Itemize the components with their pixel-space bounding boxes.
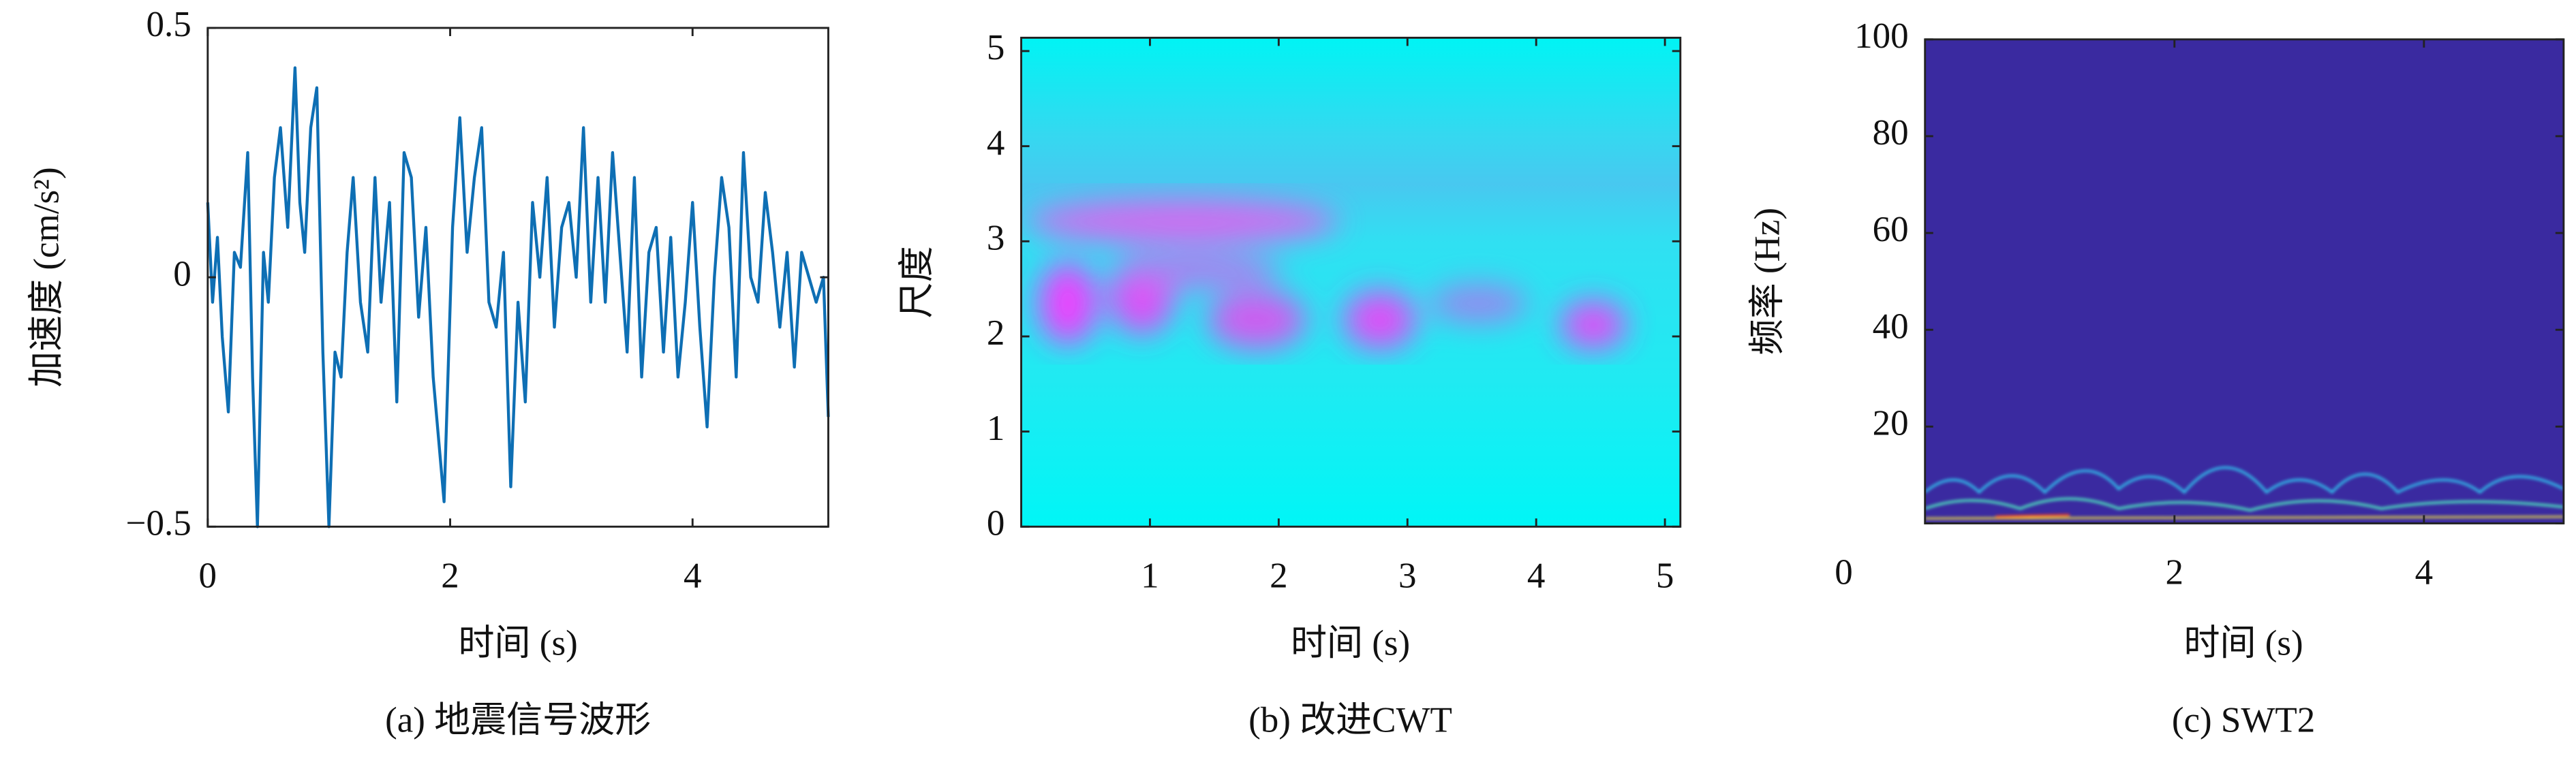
x-tick-label: 2 (441, 556, 459, 596)
caption: (c) SWT2 (2172, 701, 2315, 740)
y-axis-label: 加速度 (cm/s²) (27, 167, 67, 388)
plot-frame (206, 27, 829, 528)
caption: (a) 地震信号波形 (385, 701, 651, 740)
y-tick-label: 0 (1835, 553, 1853, 593)
y-tick-label: 1 (987, 409, 1005, 448)
y-tick-label: 2 (987, 313, 1005, 353)
x-tick-label: 0 (199, 556, 217, 596)
x-tick-label: 2 (2166, 553, 2184, 593)
y-tick-label: 40 (1873, 306, 1909, 346)
waveform (206, 66, 830, 528)
y-tick-label: 0 (987, 503, 1005, 543)
y-tick-label: 0.5 (146, 5, 191, 44)
y-tick-label: 0 (173, 254, 191, 294)
y-tick-label: 5 (987, 28, 1005, 67)
plot-frame (1924, 38, 2565, 524)
x-axis-label: 时间 (s) (459, 623, 578, 663)
y-tick-label: 4 (987, 123, 1005, 163)
swt-image (1925, 39, 2564, 524)
x-tick-label: 3 (1398, 556, 1417, 596)
x-tick-label: 4 (2415, 553, 2434, 593)
x-tick-label: 5 (1656, 556, 1674, 596)
y-axis-label: 尺度 (898, 246, 937, 318)
y-tick-label: 80 (1873, 113, 1909, 153)
x-tick-label: 1 (1141, 556, 1159, 596)
plot-frame (1020, 36, 1682, 528)
x-axis-label: 时间 (s) (1291, 623, 1410, 663)
y-tick-label: 60 (1873, 210, 1909, 249)
caption: (b) 改进CWT (1248, 701, 1452, 740)
y-tick-label: −0.5 (126, 503, 191, 543)
y-tick-label: 3 (987, 218, 1005, 257)
x-axis-label: 时间 (s) (2183, 623, 2303, 663)
x-tick-label: 4 (1527, 556, 1546, 596)
x-tick-label: 2 (1270, 556, 1288, 596)
y-axis-label: 频率 (Hz) (1747, 208, 1787, 355)
y-tick-label: 20 (1873, 404, 1909, 443)
y-tick-label: 100 (1854, 16, 1909, 56)
cwt-image (1021, 37, 1681, 527)
x-tick-label: 4 (684, 556, 702, 596)
